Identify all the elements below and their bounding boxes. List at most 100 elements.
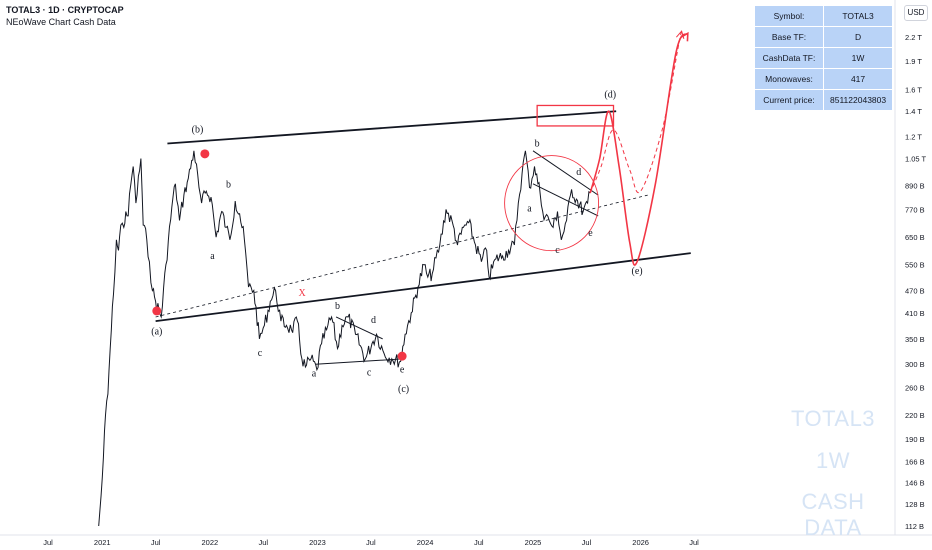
watermark-line: TOTAL3 [790,406,876,431]
trendlines [155,110,691,365]
info-row: Symbol: TOTAL3 [755,6,893,26]
y-tick-label: 112 B [905,522,924,531]
currency-button[interactable]: USD [904,5,928,21]
x-tick-label: 2022 [202,538,219,547]
y-tick-label: 1.2 T [905,133,922,142]
info-table: Symbol: TOTAL3 Base TF: D CashData TF: 1W M… [754,5,893,111]
info-row: Current price: 851122043803 [755,90,893,110]
wave-label: (d) [604,90,616,101]
y-tick-label: 470 B [905,286,925,295]
projection-arrowheads [675,30,689,42]
wave-label: (c) [398,384,409,395]
info-label: Current price: [755,90,823,110]
chart-subtitle: NEoWave Chart Cash Data [6,17,116,27]
y-tick-label: 410 B [905,309,925,318]
target-zone-box [536,104,615,127]
y-tick-label: 1.6 T [905,85,922,94]
highlight-shapes [504,104,615,252]
info-value: 851122043803 [824,90,893,110]
x-tick-label: 2021 [94,538,111,547]
wave-labels: (a) (b) b a c Xb d a c e (c) (d) b a d c e (e) [151,90,642,395]
y-tick-label: 146 B [905,478,925,487]
y-tick-label: 128 B [905,500,925,509]
arrowhead [675,30,685,39]
trendline [532,183,599,217]
chart-title: TOTAL3 · 1D · CRYPTOCAP [6,5,124,15]
x-tick-label: 2025 [525,538,542,547]
wave-label: b [226,179,231,190]
x-tick-label: Jul [366,538,376,547]
x-tick-label: Jul [258,538,268,547]
wave-label: c [555,245,560,256]
wave-label: (b) [192,124,204,135]
dashed-trendline [155,194,648,318]
x-tick-label: Jul [582,538,592,547]
wave-label: a [312,369,317,380]
time-axis[interactable]: Jul 2021 Jul 2022 Jul 2023 Jul 2024 Jul 2025 Jul 20… [43,538,699,547]
x-tick-label: Jul [474,538,484,547]
wave-label: a [210,251,215,262]
info-row: Monowaves: 417 [755,69,893,89]
y-tick-label: 166 B [905,457,925,466]
x-tick-label: Jul [689,538,699,547]
wave-label: c [258,348,263,359]
highlight-circle [504,155,600,252]
x-tick-label: 2023 [309,538,326,547]
y-tick-label: 1.4 T [905,107,922,116]
wave-label: b [535,138,540,149]
watermark-line: CASH DATA [801,489,865,540]
y-tick-label: 1.9 T [905,57,922,66]
info-value: 417 [824,69,893,89]
wave-label: a [527,204,532,215]
wave-label: d [576,167,581,178]
info-row: CashData TF: 1W [755,48,893,68]
wave-label: X [299,288,307,299]
y-tick-label: 190 B [905,435,925,444]
trendline [335,316,383,340]
y-tick-label: 550 B [905,261,925,270]
info-row: Base TF: D [755,27,893,47]
arrowhead [680,31,689,42]
wave-label: (e) [632,266,643,277]
projection-solid-line [589,32,689,266]
y-tick-label: 770 B [905,205,925,214]
pivot-marker [200,149,210,159]
wave-label: (a) [151,326,162,337]
chart-grid [0,0,932,536]
y-tick-label: 650 B [905,233,925,242]
y-tick-label: 220 B [905,411,925,420]
info-label: Monowaves: [755,69,823,89]
watermark-line: 1W [816,448,850,473]
pivot-marker [397,351,407,361]
projection-dashed-line [589,30,683,194]
y-tick-label: 1.05 T [905,154,927,163]
pivot-markers [152,149,407,361]
info-label: Base TF: [755,27,823,47]
wave-label: e [400,365,405,376]
y-tick-label: 2.2 T [905,33,922,42]
info-value: 1W [824,48,893,68]
x-tick-label: Jul [43,538,53,547]
price-axis[interactable]: 2.2 T 1.9 T 1.6 T 1.4 T 1.2 T 1.05 T 890 B 770 … [905,33,927,531]
wave-label: d [371,315,376,326]
trendline [532,150,599,196]
y-tick-label: 350 B [905,335,925,344]
trendline [155,252,691,323]
wave-label: b [335,301,340,312]
info-value: TOTAL3 [824,6,893,26]
x-tick-label: 2026 [632,538,649,547]
trendline [167,110,617,145]
y-tick-label: 300 B [905,360,925,369]
info-label: CashData TF: [755,48,823,68]
price-line [98,150,591,527]
info-label: Symbol: [755,6,823,26]
x-tick-label: 2024 [417,538,434,547]
info-value: D [824,27,893,47]
y-tick-label: 890 B [905,182,925,191]
wave-label: c [367,368,372,379]
y-tick-label: 260 B [905,384,925,393]
pivot-marker [152,306,162,316]
wave-label: e [588,228,593,239]
x-tick-label: Jul [151,538,161,547]
